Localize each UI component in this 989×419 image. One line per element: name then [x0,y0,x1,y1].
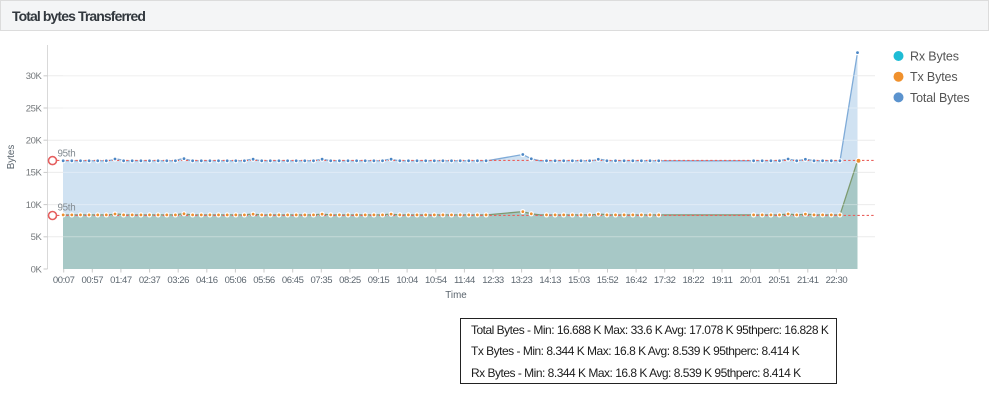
svg-text:95th: 95th [58,149,76,160]
svg-text:19:11: 19:11 [712,275,733,286]
svg-text:05:06: 05:06 [225,275,247,286]
svg-text:25K: 25K [26,103,43,114]
svg-text:22:30: 22:30 [826,275,848,286]
svg-text:15:03: 15:03 [568,275,590,286]
svg-text:02:37: 02:37 [139,275,161,286]
svg-text:10:04: 10:04 [396,275,418,286]
svg-text:10K: 10K [26,200,43,211]
svg-text:21:41: 21:41 [797,275,819,286]
svg-text:10:54: 10:54 [425,275,447,286]
svg-text:95th: 95th [58,203,76,214]
svg-text:08:25: 08:25 [339,275,361,286]
svg-text:Rx Bytes: Rx Bytes [910,49,959,63]
svg-text:13:23: 13:23 [511,275,533,286]
svg-text:17:32: 17:32 [654,275,676,286]
svg-text:18:22: 18:22 [683,275,705,286]
svg-text:20:51: 20:51 [768,275,790,286]
svg-text:20:01: 20:01 [740,275,762,286]
svg-text:11:44: 11:44 [454,275,475,286]
svg-text:00:07: 00:07 [53,275,75,286]
svg-text:01:47: 01:47 [110,275,132,286]
svg-text:05:56: 05:56 [253,275,275,286]
svg-text:20K: 20K [26,136,43,147]
svg-text:09:15: 09:15 [368,275,390,286]
svg-text:30K: 30K [26,71,43,82]
svg-text:14:13: 14:13 [539,275,561,286]
svg-text:Tx Bytes: Tx Bytes [910,70,957,84]
svg-text:Bytes: Bytes [6,145,17,170]
svg-text:Total Bytes: Total Bytes [910,91,970,105]
svg-text:16:42: 16:42 [625,275,647,286]
svg-text:12:33: 12:33 [482,275,504,286]
svg-text:0K: 0K [31,264,43,275]
svg-text:00:57: 00:57 [82,275,104,286]
svg-text:15K: 15K [26,168,43,179]
svg-text:04:16: 04:16 [196,275,218,286]
svg-text:5K: 5K [31,232,43,243]
svg-text:Time: Time [445,290,467,301]
svg-text:15:52: 15:52 [597,275,619,286]
svg-text:07:35: 07:35 [311,275,333,286]
svg-text:06:45: 06:45 [282,275,304,286]
svg-text:03:26: 03:26 [167,275,189,286]
